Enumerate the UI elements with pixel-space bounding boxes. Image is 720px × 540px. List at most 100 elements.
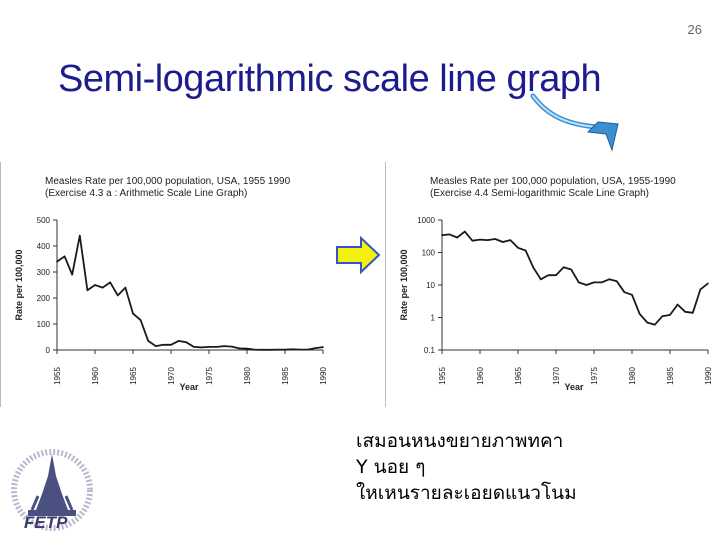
data-point xyxy=(456,236,458,239)
data-point xyxy=(509,239,512,241)
data-point xyxy=(479,238,481,241)
y-tick-label: 200 xyxy=(37,294,51,303)
data-point xyxy=(101,286,104,289)
data-point xyxy=(448,233,451,236)
page-number: 26 xyxy=(687,22,702,37)
data-point xyxy=(692,311,694,314)
series-line xyxy=(441,230,709,326)
data-point xyxy=(570,268,572,271)
data-point xyxy=(185,341,187,343)
data-point xyxy=(291,348,294,351)
semilog-chart: Measles Rate per 100,000 population, USA… xyxy=(399,176,713,392)
data-point xyxy=(638,312,641,315)
x-tick-label: 1965 xyxy=(129,367,138,385)
temple-logo-icon: FETP xyxy=(11,449,93,532)
logo-text: FETP xyxy=(24,513,68,532)
data-point xyxy=(532,266,534,269)
chart-title: Measles Rate per 100,000 population, USA… xyxy=(430,176,676,187)
data-point xyxy=(441,234,443,237)
y-tick-label: 100 xyxy=(422,249,436,258)
data-point xyxy=(132,312,134,315)
semilog-chart-panel: Measles Rate per 100,000 population, USA… xyxy=(385,162,719,407)
x-tick-label: 1990 xyxy=(319,367,328,385)
chart-subtitle: (Exercise 4.3 a : Arithmetic Scale Line … xyxy=(45,188,247,199)
x-tick-label: 1980 xyxy=(243,367,252,385)
data-point xyxy=(578,281,580,284)
caption-line-1: เสมอนหนงขยายภาพทคา xyxy=(356,430,564,452)
data-point xyxy=(200,346,203,349)
data-point xyxy=(654,323,656,326)
data-point xyxy=(124,286,127,289)
data-point xyxy=(269,349,271,351)
data-point xyxy=(517,246,519,249)
data-point xyxy=(524,249,527,252)
x-tick-label: 1955 xyxy=(53,367,62,385)
data-point xyxy=(314,347,317,349)
y-tick-label: 10 xyxy=(426,281,435,290)
data-point xyxy=(464,230,466,233)
data-point xyxy=(669,314,671,316)
right-arrow-icon xyxy=(336,236,381,275)
data-point xyxy=(699,288,702,291)
y-tick-label: 1 xyxy=(431,314,436,323)
x-axis-label: Year xyxy=(564,382,584,392)
arithmetic-chart: Measles Rate per 100,000 population, USA… xyxy=(14,176,328,392)
data-point xyxy=(631,293,633,296)
chart-subtitle: (Exercise 4.4 Semi-logarithmic Scale Lin… xyxy=(430,188,649,199)
data-point xyxy=(56,260,58,263)
y-tick-label: 100 xyxy=(37,320,51,329)
data-point xyxy=(276,348,279,351)
data-point xyxy=(177,340,180,342)
data-point xyxy=(600,281,603,284)
data-point xyxy=(540,278,542,281)
data-point xyxy=(555,274,557,277)
data-point xyxy=(193,346,195,348)
data-point xyxy=(109,281,111,284)
caption-line-3: ใหเหนรายละเอยดแนวโนม xyxy=(356,482,577,504)
y-tick-label: 0.1 xyxy=(424,346,436,355)
chart-title: Measles Rate per 100,000 population, USA… xyxy=(45,176,291,187)
data-point xyxy=(299,348,302,351)
data-point xyxy=(585,284,588,286)
data-point xyxy=(208,346,210,348)
data-point xyxy=(246,347,248,350)
data-point xyxy=(707,282,709,285)
y-axis-label: Rate per 100,000 xyxy=(14,249,24,320)
caption: เสมอนหนงขยายภาพทคา Y นอย ๆ ใหเหนรายละเอย… xyxy=(356,428,577,506)
y-tick-label: 400 xyxy=(37,242,51,251)
data-point xyxy=(86,289,89,291)
series-line xyxy=(56,234,324,351)
y-tick-label: 1000 xyxy=(417,216,435,225)
data-point xyxy=(684,310,686,313)
curved-arrow-icon xyxy=(530,93,619,152)
slide-title: Semi-logarithmic scale line graph xyxy=(58,58,602,100)
data-point xyxy=(676,303,679,306)
x-tick-label: 1960 xyxy=(91,367,100,385)
data-point xyxy=(253,348,256,351)
x-tick-label: 1975 xyxy=(590,367,599,385)
x-tick-label: 1955 xyxy=(438,367,447,385)
data-point xyxy=(231,345,233,348)
data-point xyxy=(623,291,626,294)
x-tick-label: 1960 xyxy=(476,367,485,385)
x-tick-label: 1985 xyxy=(281,367,290,385)
data-point xyxy=(562,266,565,269)
data-point xyxy=(147,340,149,342)
data-point xyxy=(238,347,241,350)
data-point xyxy=(215,346,218,348)
data-point xyxy=(162,344,165,346)
x-tick-label: 1985 xyxy=(666,367,675,385)
data-point xyxy=(322,346,324,348)
data-point xyxy=(608,278,610,281)
data-point xyxy=(471,239,474,242)
data-point xyxy=(139,319,142,321)
data-point xyxy=(646,321,648,324)
data-point xyxy=(155,345,157,347)
data-point xyxy=(616,280,618,283)
data-point xyxy=(223,345,225,347)
data-point xyxy=(307,348,309,351)
data-point xyxy=(63,255,66,258)
x-tick-label: 1965 xyxy=(514,367,523,385)
arithmetic-chart-panel: Measles Rate per 100,000 population, USA… xyxy=(0,162,334,407)
data-point xyxy=(547,274,550,277)
